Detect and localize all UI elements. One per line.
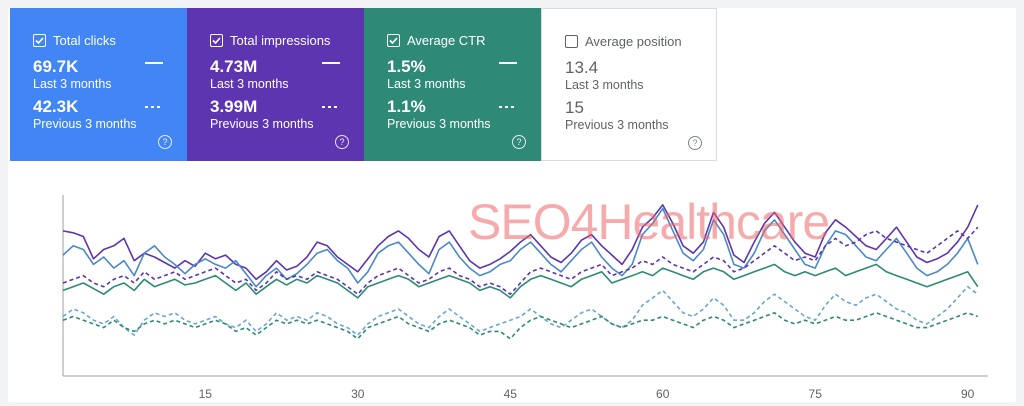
series-line-1	[62, 204, 979, 281]
x-tick-label: 90	[961, 387, 975, 401]
series-line-4	[62, 226, 979, 296]
card-total-impressions[interactable]: Total impressions 4.73M Last 3 months 3.…	[187, 8, 364, 161]
previous-period: Previous 3 months	[387, 117, 491, 131]
current-value: 1.5%	[387, 57, 426, 76]
current-value: 13.4	[565, 58, 599, 77]
current-period: Last 3 months	[33, 77, 112, 91]
previous-value: 3.99M	[210, 97, 258, 116]
x-tick-label: 60	[656, 387, 670, 401]
x-tick-label: 45	[504, 387, 518, 401]
help-icon[interactable]: ?	[158, 135, 172, 149]
card-label: Total impressions	[230, 32, 331, 48]
card-label: Total clicks	[53, 32, 116, 48]
series-line-5	[62, 285, 979, 336]
help-icon[interactable]: ?	[335, 135, 349, 149]
previous-period: Previous 3 months	[33, 117, 137, 131]
solid-line-legend-icon	[499, 62, 517, 64]
dashed-line-legend-icon	[499, 106, 517, 108]
solid-line-legend-icon	[145, 62, 163, 64]
series-line-6	[62, 311, 979, 340]
previous-value: 1.1%	[387, 97, 426, 116]
previous-period: Previous 3 months	[565, 118, 669, 132]
card-label: Average position	[585, 33, 682, 49]
current-value: 4.73M	[210, 57, 258, 76]
current-value: 69.7K	[33, 57, 79, 76]
help-icon[interactable]: ?	[512, 135, 526, 149]
previous-value: 15	[565, 98, 584, 117]
help-icon[interactable]: ?	[688, 136, 702, 150]
checkbox-checked-icon[interactable]	[387, 33, 400, 47]
checkbox-unchecked-icon[interactable]	[565, 34, 578, 48]
previous-period: Previous 3 months	[210, 117, 314, 131]
previous-value: 42.3K	[33, 97, 79, 116]
x-tick-label: 75	[809, 387, 823, 401]
series-line-3	[62, 263, 979, 299]
solid-line-legend-icon	[322, 62, 340, 64]
current-period: Last 3 months	[387, 77, 466, 91]
checkbox-checked-icon[interactable]	[33, 33, 46, 47]
x-tick-label: 30	[351, 387, 365, 401]
card-average-position[interactable]: Average position 13.4 Last 3 months 15 P…	[541, 8, 717, 161]
dashed-line-legend-icon	[322, 106, 340, 108]
checkbox-checked-icon[interactable]	[210, 33, 223, 47]
card-total-clicks[interactable]: Total clicks 69.7K Last 3 months 42.3K P…	[10, 8, 187, 161]
card-average-ctr[interactable]: Average CTR 1.5% Last 3 months 1.1% Prev…	[364, 8, 541, 161]
x-tick-label: 15	[199, 387, 213, 401]
current-period: Last 3 months	[210, 77, 289, 91]
current-period: Last 3 months	[565, 78, 644, 92]
metric-cards: Total clicks 69.7K Last 3 months 42.3K P…	[10, 8, 717, 161]
watermark-text: SEO4Healthcare	[468, 194, 830, 250]
dashed-line-legend-icon	[145, 106, 163, 108]
card-label: Average CTR	[407, 32, 486, 48]
